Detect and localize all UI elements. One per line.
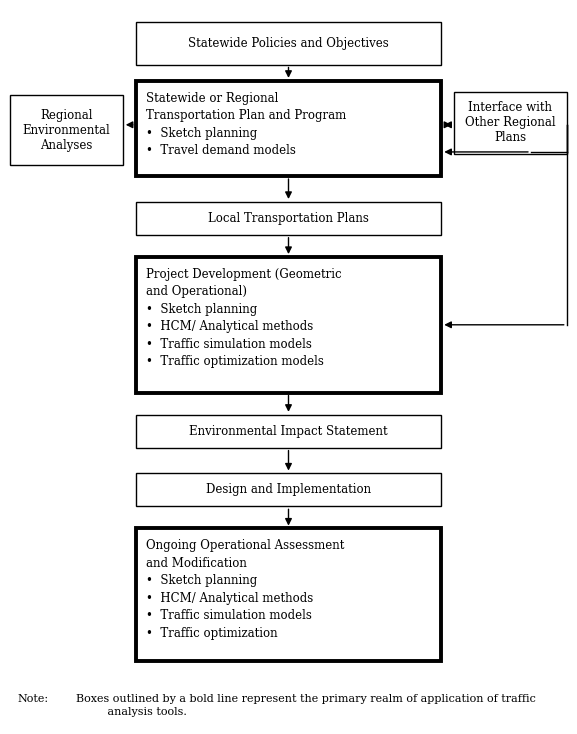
Text: Design and Implementation: Design and Implementation (206, 484, 371, 496)
FancyBboxPatch shape (454, 92, 567, 154)
Text: Environmental Impact Statement: Environmental Impact Statement (189, 425, 388, 437)
Text: Ongoing Operational Assessment
and Modification
•  Sketch planning
•  HCM/ Analy: Ongoing Operational Assessment and Modif… (146, 539, 344, 640)
Text: Boxes outlined by a bold line represent the primary realm of application of traf: Boxes outlined by a bold line represent … (69, 694, 536, 717)
FancyBboxPatch shape (136, 202, 441, 235)
FancyBboxPatch shape (136, 415, 441, 448)
Text: Note:: Note: (17, 694, 48, 704)
Text: Regional
Environmental
Analyses: Regional Environmental Analyses (23, 109, 111, 152)
FancyBboxPatch shape (10, 95, 123, 165)
Text: Project Development (Geometric
and Operational)
•  Sketch planning
•  HCM/ Analy: Project Development (Geometric and Opera… (146, 268, 342, 368)
Text: Statewide or Regional
Transportation Plan and Program
•  Sketch planning
•  Trav: Statewide or Regional Transportation Pla… (146, 92, 346, 157)
FancyBboxPatch shape (136, 81, 441, 176)
FancyBboxPatch shape (136, 257, 441, 393)
FancyBboxPatch shape (136, 528, 441, 661)
Text: Local Transportation Plans: Local Transportation Plans (208, 212, 369, 225)
Text: Interface with
Other Regional
Plans: Interface with Other Regional Plans (465, 101, 556, 145)
FancyBboxPatch shape (136, 473, 441, 506)
FancyBboxPatch shape (136, 22, 441, 65)
Text: Statewide Policies and Objectives: Statewide Policies and Objectives (188, 37, 389, 50)
